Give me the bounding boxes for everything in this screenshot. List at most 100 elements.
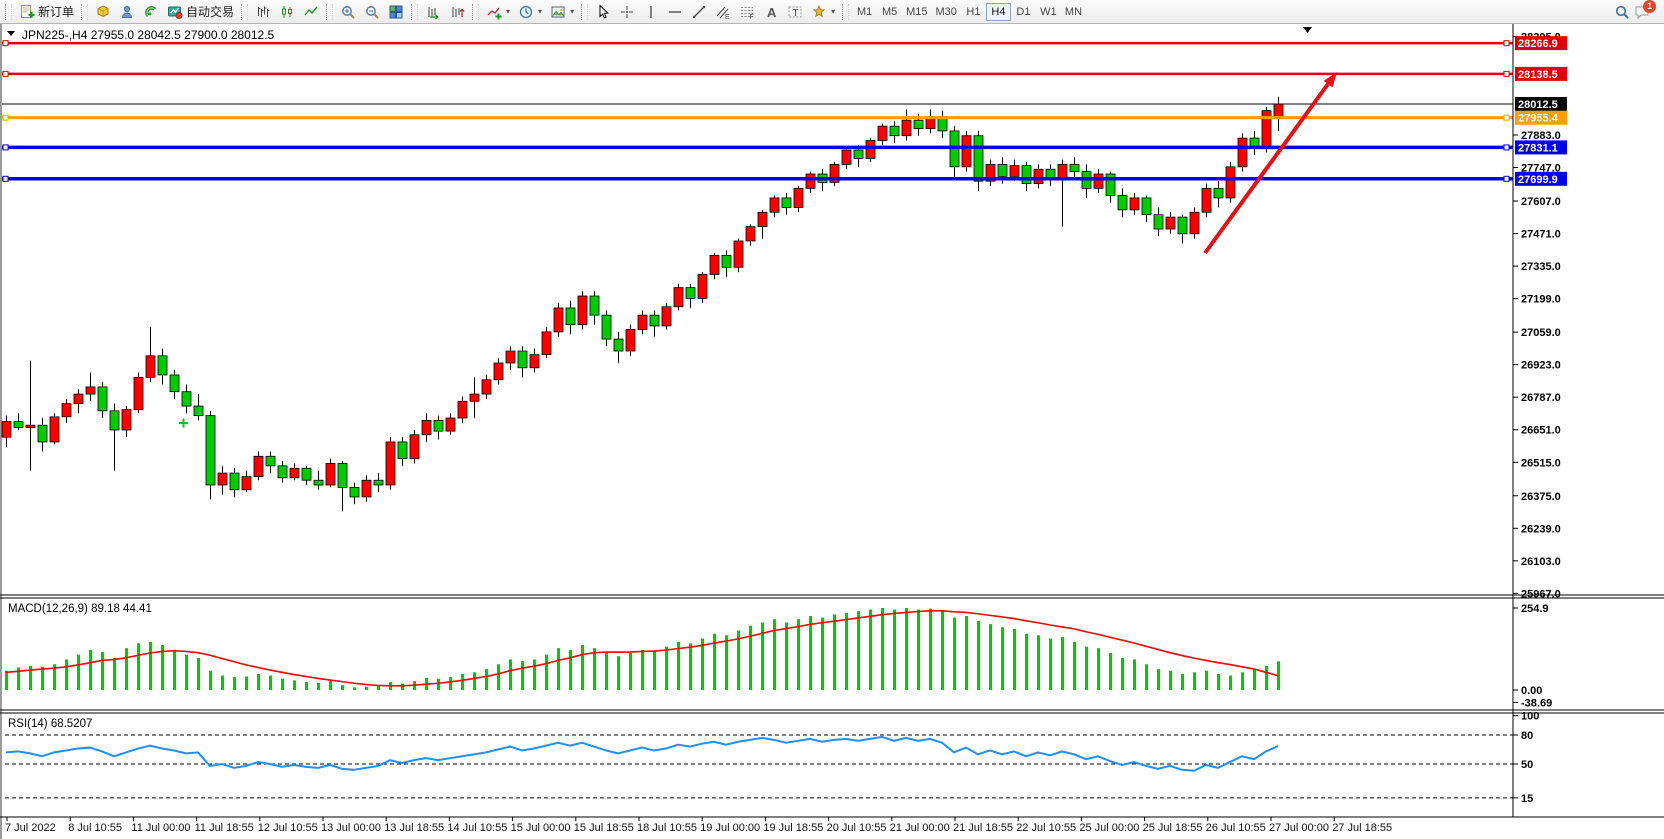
timeframe-M15-button[interactable]: M15 (902, 3, 931, 21)
price-badge-label: 28012.5 (1518, 99, 1558, 111)
toolbar-grip[interactable] (81, 3, 89, 20)
timeframe-M1-button[interactable]: M1 (852, 3, 877, 21)
chart-title: JPN225-,H4 27955.0 28042.5 27900.0 28012… (22, 28, 275, 42)
auto-trading-button[interactable]: 自动交易 (163, 2, 238, 22)
line-chart-button[interactable] (299, 2, 323, 22)
macd-bar (161, 644, 164, 690)
candle-body (157, 355, 168, 376)
macd-bar (725, 635, 728, 690)
chat-button[interactable]: 1 (1634, 0, 1656, 20)
label-button[interactable]: T (783, 2, 807, 22)
price-tick-label: 27335.0 (1521, 261, 1561, 273)
accounts-button[interactable] (115, 2, 139, 22)
line-handle (1503, 114, 1510, 121)
add-indicator-button[interactable]: ▾ (482, 2, 514, 22)
candle-body (241, 476, 252, 491)
timeframe-H1-button[interactable]: H1 (961, 3, 986, 21)
fibonacci-icon: F (741, 6, 754, 20)
price-badge-label: 27831.1 (1518, 142, 1558, 154)
timeframe-M5-button[interactable]: M5 (877, 3, 902, 21)
candle-body (613, 338, 624, 352)
candle-body (565, 307, 576, 326)
templates-button[interactable]: ▾ (546, 2, 578, 22)
candle-body (661, 306, 672, 327)
toolbar-grip[interactable] (472, 3, 480, 20)
rsi-line (5, 735, 1279, 772)
toolbar-grip[interactable] (5, 3, 12, 20)
price-tick-label: 26103.0 (1521, 556, 1561, 568)
equidistant-channel-button[interactable]: E (711, 2, 735, 22)
timeframe-M30-button[interactable]: M30 (932, 3, 961, 21)
line-chart-icon (304, 6, 318, 15)
macd-bar (221, 675, 224, 690)
symbol-dropdown-icon (7, 31, 15, 36)
date-label: 7 Jul 2022 (5, 822, 56, 834)
date-label: 25 Jul 00:00 (1079, 822, 1139, 834)
candle-body (517, 350, 528, 369)
tile-windows-button[interactable] (384, 2, 408, 22)
indicator-window-2-button[interactable] (445, 2, 469, 22)
candle-body (673, 287, 684, 308)
candlestick-chart-button[interactable] (275, 2, 299, 22)
date-label: 14 Jul 10:55 (447, 822, 507, 834)
date-label: 19 Jul 00:00 (700, 822, 760, 834)
indicator-window-1-button[interactable] (421, 2, 445, 22)
toolbar: 新订单 自动交易 ▾ ▾ (0, 0, 1664, 24)
macd-bar (1109, 653, 1112, 690)
window-border (0, 23, 2, 839)
macd-bar (473, 672, 476, 690)
candle-body (1225, 166, 1236, 199)
date-label: 13 Jul 00:00 (321, 822, 381, 834)
macd-bar (929, 608, 932, 690)
auto-trading-label: 自动交易 (186, 5, 235, 19)
timeframe-MN-button[interactable]: MN (1061, 3, 1086, 21)
crosshair-button[interactable] (615, 2, 639, 22)
candle-body (217, 472, 228, 486)
fibonacci-button[interactable]: F (735, 2, 759, 22)
signals-button[interactable] (139, 2, 163, 22)
macd-bar (833, 614, 836, 690)
clock-icon (519, 5, 533, 18)
zoom-in-button[interactable] (336, 2, 360, 22)
timeframe-H4-button[interactable]: H4 (985, 2, 1011, 21)
timeframe-W1-button[interactable]: W1 (1036, 3, 1061, 21)
bar-chart-icon (258, 6, 270, 17)
search-button[interactable] (1610, 2, 1634, 22)
toolbar-grip[interactable] (842, 3, 850, 20)
date-label: 20 Jul 10:55 (827, 822, 887, 834)
candle-body (577, 295, 588, 326)
date-label: 11 Jul 18:55 (195, 822, 254, 834)
text-button[interactable]: A (759, 2, 783, 22)
macd-bar (401, 683, 404, 690)
toolbar-grip[interactable] (241, 3, 249, 20)
candle-body (721, 254, 732, 268)
shapes-button[interactable]: ▾ (807, 2, 839, 22)
toolbar-grip[interactable] (326, 3, 334, 20)
chat-badge: 1 (1643, 0, 1656, 13)
macd-bar (1193, 672, 1196, 690)
candle-body (505, 350, 516, 364)
candle-body (1213, 187, 1224, 199)
price-badge (1515, 66, 1567, 81)
history-center-button[interactable] (91, 2, 115, 22)
macd-bar (1229, 675, 1232, 690)
candle-body (289, 467, 300, 479)
vertical-line-button[interactable] (639, 2, 663, 22)
candle-body (745, 226, 756, 242)
macd-bar (185, 654, 188, 690)
new-order-button[interactable]: 新订单 (15, 2, 78, 22)
timeframe-D1-button[interactable]: D1 (1011, 3, 1036, 21)
bar-chart-button[interactable] (251, 2, 275, 22)
candle-body (313, 479, 324, 486)
candle-body (13, 421, 24, 428)
horizontal-line-button[interactable] (663, 2, 687, 22)
toolbar-grip[interactable] (411, 3, 419, 20)
toolbar-grip[interactable] (581, 3, 589, 20)
trendline-button[interactable] (687, 2, 711, 22)
candle-body (361, 479, 372, 498)
cursor-button[interactable] (591, 2, 615, 22)
zoom-out-button[interactable] (360, 2, 384, 22)
periods-button[interactable]: ▾ (514, 2, 546, 22)
candle-body (769, 197, 780, 213)
